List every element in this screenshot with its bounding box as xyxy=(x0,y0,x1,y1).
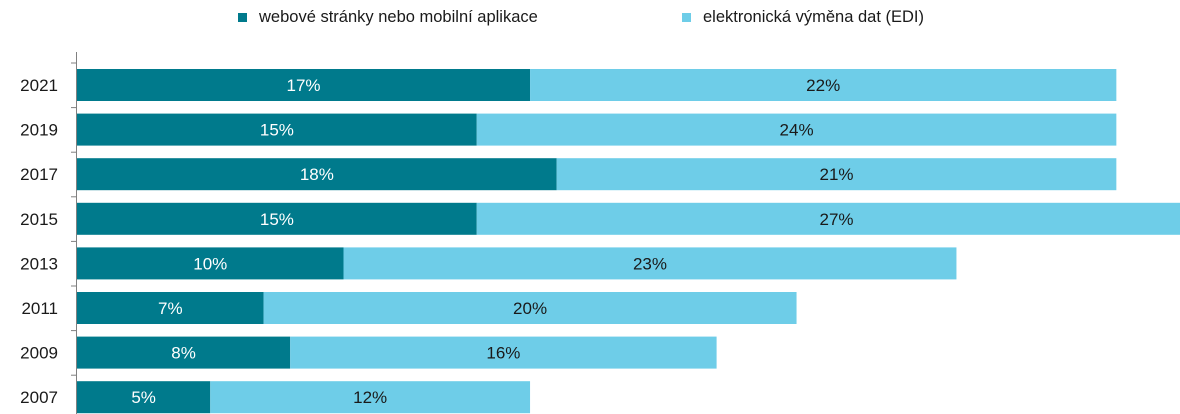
bars-group: 17% 22% 15% 24% 18% 21% 15% 27% 10% 23% 7% 20% 8% 16%… xyxy=(77,69,1180,414)
bar-segment-web xyxy=(77,336,291,369)
legend-label-edi: elektronická výměna dat (EDI) xyxy=(703,8,925,26)
legend-swatch-web xyxy=(238,13,247,22)
data-label: 7% xyxy=(158,299,183,318)
y-axis: 2021 2019 2017 2015 2013 2011 2009 2007 xyxy=(20,52,77,414)
y-tick-label: 2011 xyxy=(21,299,58,318)
bar-segment-edi xyxy=(556,158,1117,191)
data-label: 8% xyxy=(171,344,196,363)
bar-segment-edi xyxy=(210,381,531,414)
data-label: 16% xyxy=(486,344,520,363)
bar-segment-edi xyxy=(530,69,1117,101)
data-label: 23% xyxy=(633,254,667,273)
legend-item-web: webové stránky nebo mobilní aplikace xyxy=(238,8,538,27)
data-label: 10% xyxy=(193,254,227,273)
y-tick-label: 2015 xyxy=(20,210,58,229)
data-label: 15% xyxy=(260,121,294,140)
bar-segment-edi xyxy=(476,202,1180,235)
bar-segment-edi xyxy=(343,247,957,280)
data-label: 12% xyxy=(353,388,387,407)
data-label: 22% xyxy=(806,76,840,95)
bar-segment-web xyxy=(77,292,264,324)
data-label: 17% xyxy=(287,76,321,95)
bar-segment-web xyxy=(77,247,344,280)
y-tick-label: 2007 xyxy=(20,388,58,407)
data-label: 27% xyxy=(820,210,854,229)
data-label: 18% xyxy=(300,165,334,184)
bar-segment-web xyxy=(77,202,477,235)
y-tick-label: 2009 xyxy=(20,344,58,363)
bar-segment-edi xyxy=(290,336,717,369)
bar-segment-web xyxy=(77,381,211,414)
bar-segment-web xyxy=(77,69,531,101)
bar-segment-web xyxy=(77,113,477,146)
y-tick-label: 2017 xyxy=(20,165,58,184)
y-tick-label: 2021 xyxy=(20,76,58,95)
data-label: 21% xyxy=(820,165,854,184)
y-tick-label: 2013 xyxy=(20,254,58,273)
legend-item-edi: elektronická výměna dat (EDI) xyxy=(682,8,924,27)
bar-segment-web xyxy=(77,158,557,191)
legend-label-web: webové stránky nebo mobilní aplikace xyxy=(259,8,538,26)
bar-segment-edi xyxy=(476,113,1117,146)
data-label: 5% xyxy=(131,388,156,407)
data-label: 15% xyxy=(260,210,294,229)
y-tick-label: 2019 xyxy=(20,121,58,140)
bar-segment-edi xyxy=(263,292,797,324)
data-label: 24% xyxy=(780,121,814,140)
data-label: 20% xyxy=(513,299,547,318)
legend-swatch-edi xyxy=(682,13,691,22)
legend: webové stránky nebo mobilní aplikace ele… xyxy=(0,8,1180,32)
